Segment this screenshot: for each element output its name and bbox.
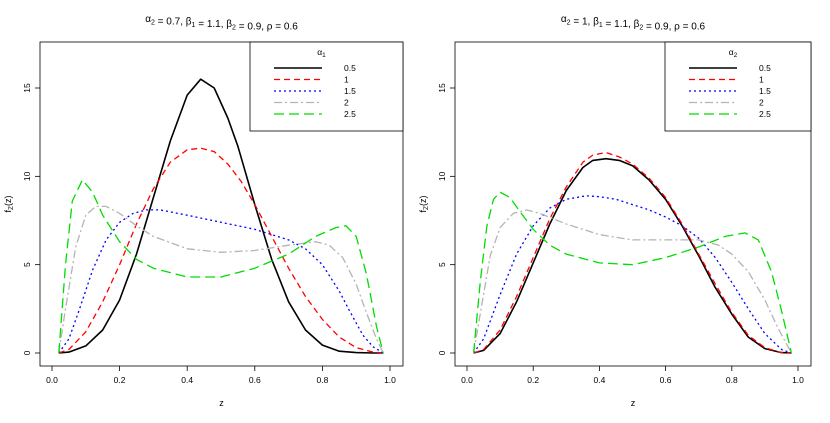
legend-title: α2 bbox=[729, 47, 738, 59]
y-tick-label: 0 bbox=[22, 350, 32, 355]
x-tick-label: 0.8 bbox=[316, 375, 328, 385]
series-line-0.5 bbox=[58, 78, 384, 354]
legend-box bbox=[249, 41, 404, 132]
x-axis-label: z bbox=[219, 398, 224, 408]
series-line-1 bbox=[58, 147, 384, 354]
chart-panel-1: α2 = 0.7, β1 = 1.1, β2 = 0.9, ρ = 0.6 0.0… bbox=[3, 14, 404, 408]
x-tick-label: 0.4 bbox=[181, 375, 193, 385]
series-line-2 bbox=[472, 209, 792, 354]
x-tick-label: 0.2 bbox=[527, 375, 539, 385]
x-tick-label: 0.6 bbox=[660, 375, 672, 385]
y-tick-label: 15 bbox=[437, 83, 447, 93]
x-tick-label: 0.0 bbox=[46, 375, 58, 385]
x-tick-label: 0.6 bbox=[249, 375, 261, 385]
x-tick-label: 1.0 bbox=[384, 375, 396, 385]
series-line-0.5 bbox=[473, 157, 792, 354]
legend-label: 1.5 bbox=[344, 86, 356, 96]
y-tick-label: 5 bbox=[437, 262, 447, 267]
y-tick-label: 10 bbox=[22, 171, 32, 181]
series-line-2.5 bbox=[58, 179, 384, 354]
y-tick-label: 15 bbox=[22, 83, 32, 93]
y-tick-label: 0 bbox=[437, 350, 447, 355]
series-line-2 bbox=[58, 205, 384, 354]
x-tick-label: 0.2 bbox=[114, 375, 126, 385]
legend-box bbox=[664, 41, 812, 132]
chart-panel-2: α2 = 1, β1 = 1.1, β2 = 0.9, ρ = 0.6 0.0 0.… bbox=[418, 14, 812, 408]
y-tick-label: 5 bbox=[22, 262, 32, 267]
legend: α1 0.5 11.5 22.5 bbox=[249, 41, 404, 132]
x-tick-label: 0.8 bbox=[726, 375, 738, 385]
legend-title: α1 bbox=[317, 47, 326, 59]
y-axis-label: fZ(z) bbox=[3, 196, 15, 213]
legend-label: 2.5 bbox=[759, 109, 771, 119]
plot-frame bbox=[454, 41, 812, 367]
y-tick-label: 10 bbox=[437, 171, 447, 181]
legend-label: 0.5 bbox=[344, 63, 356, 73]
legend-label: 0.5 bbox=[759, 63, 771, 73]
legend-label: 1 bbox=[344, 75, 349, 85]
legend-label: 2 bbox=[344, 98, 349, 108]
chart-title: α2 = 0.7, β1 = 1.1, β2 = 0.9, ρ = 0.6 bbox=[145, 14, 298, 33]
legend: α2 0.5 11.5 22.5 bbox=[664, 41, 812, 132]
legend-label: 1.5 bbox=[759, 86, 771, 96]
chart-title: α2 = 1, β1 = 1.1, β2 = 0.9, ρ = 0.6 bbox=[561, 14, 706, 33]
x-tick-label: 0.0 bbox=[461, 375, 473, 385]
series-line-1.5 bbox=[473, 195, 792, 354]
legend-label: 2 bbox=[759, 98, 764, 108]
series-line-1 bbox=[473, 151, 792, 354]
legend-label: 1 bbox=[759, 75, 764, 85]
legend-label: 2.5 bbox=[344, 109, 356, 119]
series-line-2.5 bbox=[472, 191, 793, 354]
x-tick-label: 0.4 bbox=[593, 375, 605, 385]
x-tick-label: 1.0 bbox=[792, 375, 804, 385]
plot-frame bbox=[39, 41, 404, 367]
y-axis-label: fZ(z) bbox=[418, 196, 430, 213]
x-axis-label: z bbox=[631, 398, 636, 408]
series-line-1.5 bbox=[58, 209, 384, 354]
